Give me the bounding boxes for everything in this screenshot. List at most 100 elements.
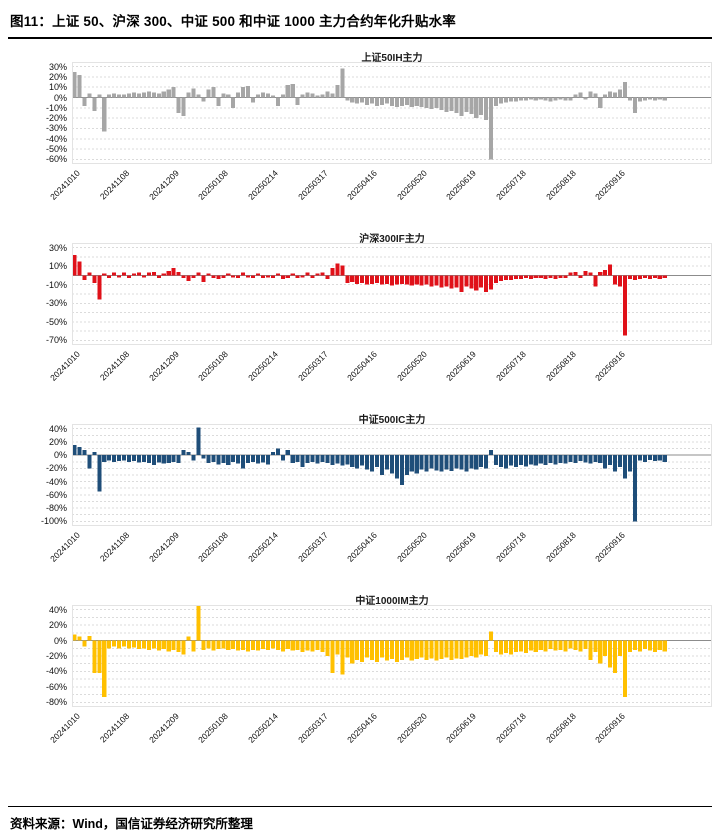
- bar: [285, 275, 290, 279]
- x-axis-tick-label: 20250317: [295, 530, 330, 564]
- y-axis-tick-label: -80%: [45, 503, 67, 514]
- x-axis-tick-label: 20241209: [146, 530, 181, 564]
- bar: [657, 640, 662, 650]
- bar: [370, 275, 375, 284]
- x-axis-labels: 20241010 20241108 20241209 20250108 20250214…: [48, 707, 708, 753]
- bar: [97, 94, 102, 98]
- bar: [350, 97, 355, 103]
- bar: [608, 640, 613, 668]
- bar: [548, 455, 553, 464]
- charts-container: 上证50IH主力 30% 20% 10% 0% -10% -20% -30% -40% -50%…: [8, 49, 712, 753]
- bar: [379, 97, 385, 105]
- bar: [335, 455, 340, 464]
- bar: [444, 275, 449, 287]
- bar: [538, 97, 543, 100]
- bar: [141, 455, 146, 462]
- bar: [161, 640, 166, 650]
- bar: [136, 272, 141, 276]
- x-axis-tick-label: 20250520: [394, 530, 429, 564]
- bar: [434, 275, 439, 286]
- bar: [226, 455, 231, 466]
- bar: [404, 455, 409, 475]
- bar: [255, 455, 261, 464]
- x-axis-tick-label: 20241209: [146, 349, 181, 383]
- bar: [558, 97, 563, 100]
- bar: [216, 275, 221, 280]
- y-axis-tick-label: 40%: [48, 604, 67, 615]
- bar: [231, 640, 236, 650]
- bar: [409, 275, 414, 286]
- bar: [444, 640, 449, 658]
- bar: [131, 455, 137, 462]
- bar: [563, 97, 568, 101]
- bar: [151, 455, 156, 466]
- bar: [300, 94, 305, 98]
- bar: [171, 640, 176, 650]
- bar: [384, 455, 389, 470]
- y-axis-tick-label: -40%: [45, 133, 67, 144]
- bar: [389, 455, 394, 474]
- bar: [429, 640, 434, 659]
- bar: [231, 275, 236, 278]
- bar: [573, 640, 578, 650]
- bar: [117, 640, 122, 649]
- bar: [613, 455, 618, 472]
- bar: [241, 87, 246, 98]
- bar: [310, 640, 315, 652]
- x-axis-tick-label: 20250108: [196, 168, 231, 202]
- bar: [251, 97, 256, 103]
- bar: [221, 275, 226, 279]
- bar: [82, 275, 87, 281]
- bar: [627, 640, 633, 653]
- bar: [613, 92, 618, 98]
- bar: [112, 93, 117, 98]
- bar: [231, 97, 236, 108]
- bar: [414, 275, 419, 285]
- bar: [568, 97, 573, 101]
- bar: [345, 455, 350, 465]
- x-axis-tick-label: 20250416: [345, 711, 380, 745]
- chart-svg: [72, 243, 712, 345]
- bar: [642, 97, 647, 101]
- bar: [518, 97, 523, 101]
- bar: [618, 275, 623, 287]
- bar: [583, 270, 588, 276]
- bar: [92, 640, 97, 673]
- bar: [618, 455, 623, 468]
- bar: [523, 640, 528, 653]
- bar: [573, 455, 578, 464]
- y-axis-tick-label: -20%: [45, 651, 67, 661]
- bar: [533, 640, 538, 653]
- bar: [201, 455, 206, 459]
- y-axis-tick-label: 0%: [53, 635, 67, 646]
- bar: [146, 640, 151, 650]
- y-axis-tick-label: -40%: [45, 476, 67, 487]
- bar: [637, 275, 642, 280]
- bar: [335, 640, 340, 655]
- bar: [603, 269, 608, 276]
- bar: [221, 640, 226, 649]
- plot-row: 30% 20% 10% 0% -10% -20% -30% -40% -50% -60%: [26, 62, 712, 165]
- bar: [419, 97, 424, 107]
- x-axis-tick-label: 20250108: [196, 530, 231, 564]
- bar: [166, 640, 171, 652]
- bar: [77, 74, 82, 98]
- bar: [528, 275, 533, 280]
- x-axis-tick-label: 20241209: [146, 711, 181, 745]
- bar: [657, 97, 662, 100]
- bar: [270, 95, 275, 98]
- x-axis-tick-label: 20250520: [394, 349, 429, 383]
- bar: [72, 255, 77, 276]
- chart-panel-csi500-ic: 中证500IC主力 40% 20% 0% -20% -40% -60% -80% -100% …: [26, 411, 712, 572]
- y-axis-tick-label: 20%: [48, 71, 67, 82]
- bar: [384, 275, 389, 284]
- bar: [484, 97, 489, 121]
- bar: [211, 640, 216, 651]
- bar: [305, 640, 310, 651]
- y-axis-tick-label: -60%: [45, 154, 67, 165]
- bar: [176, 455, 181, 464]
- bar: [647, 455, 652, 460]
- bar: [548, 640, 553, 650]
- bar: [350, 640, 355, 664]
- bar: [127, 640, 132, 649]
